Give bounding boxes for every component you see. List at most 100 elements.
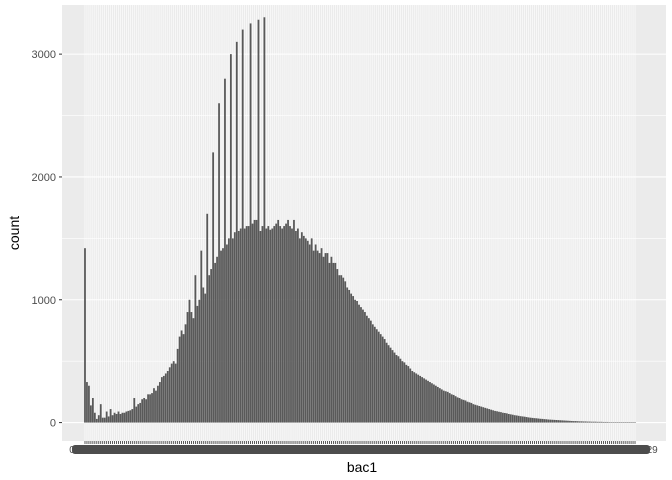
bar xyxy=(379,334,382,423)
bar xyxy=(620,422,623,423)
bar xyxy=(155,390,157,423)
bar xyxy=(448,393,451,423)
bar xyxy=(438,388,441,423)
bar xyxy=(458,398,461,423)
bar xyxy=(517,415,520,423)
bar xyxy=(423,378,425,423)
bar xyxy=(186,312,189,423)
bar xyxy=(127,410,130,423)
bar xyxy=(553,419,556,423)
bar xyxy=(198,299,201,423)
bar xyxy=(602,421,605,423)
bars xyxy=(84,17,636,423)
bar xyxy=(515,415,518,423)
bar xyxy=(429,382,431,423)
bar xyxy=(151,393,153,423)
bar xyxy=(567,420,569,423)
bar xyxy=(356,300,358,423)
bar xyxy=(606,421,609,423)
bar xyxy=(525,417,528,423)
x-tick-label-last: 0.29 xyxy=(638,445,658,456)
bar xyxy=(364,312,366,423)
bar xyxy=(159,382,161,423)
bar xyxy=(129,410,132,423)
bar xyxy=(511,414,514,423)
bar xyxy=(425,379,427,423)
bar xyxy=(446,391,449,423)
bar xyxy=(596,421,599,423)
bar xyxy=(543,419,546,423)
bar xyxy=(519,416,522,423)
bar xyxy=(507,413,510,423)
bar xyxy=(196,305,199,423)
bar xyxy=(513,415,516,423)
bar xyxy=(121,412,124,423)
bar xyxy=(571,420,573,423)
bar xyxy=(632,422,634,423)
bar xyxy=(588,421,591,423)
bar xyxy=(123,412,126,423)
bar xyxy=(184,324,187,423)
bar xyxy=(192,318,195,423)
bar xyxy=(99,404,102,423)
bar xyxy=(312,250,315,423)
bar xyxy=(149,394,151,423)
bar xyxy=(358,304,360,423)
bar xyxy=(433,384,435,423)
bar xyxy=(600,421,603,423)
bar xyxy=(468,402,471,423)
bar xyxy=(348,289,351,423)
bar xyxy=(166,370,169,423)
bar xyxy=(354,299,356,423)
bar xyxy=(295,230,297,423)
bar xyxy=(135,406,138,423)
bar xyxy=(397,356,400,423)
bar xyxy=(492,410,494,423)
bar xyxy=(614,422,617,423)
bar xyxy=(450,394,453,423)
bar xyxy=(496,411,498,423)
bar xyxy=(176,348,179,423)
bar xyxy=(395,355,398,423)
bar xyxy=(531,417,534,423)
bar xyxy=(391,350,394,423)
bar xyxy=(143,398,146,423)
bar xyxy=(436,386,439,423)
bar xyxy=(216,256,218,423)
bar xyxy=(533,418,536,423)
bar xyxy=(488,409,491,423)
bar xyxy=(452,394,455,423)
plot-panel xyxy=(62,5,666,441)
bar xyxy=(427,380,429,423)
bar xyxy=(387,345,390,423)
bar xyxy=(482,407,485,423)
bar xyxy=(521,416,524,423)
bar xyxy=(598,421,601,423)
bar xyxy=(289,226,291,423)
bar xyxy=(322,256,325,423)
bar xyxy=(141,399,144,423)
bar xyxy=(628,422,630,423)
bar xyxy=(336,269,339,423)
bar xyxy=(308,244,311,423)
bar xyxy=(604,421,607,423)
bar xyxy=(393,352,396,423)
bar xyxy=(541,418,544,423)
bar xyxy=(403,362,406,423)
bar xyxy=(229,54,232,423)
bar xyxy=(287,219,289,423)
bar xyxy=(206,213,209,423)
bar xyxy=(210,269,213,423)
bar xyxy=(383,339,386,423)
bar xyxy=(573,421,575,423)
bar xyxy=(233,232,236,423)
bar xyxy=(375,329,378,423)
y-axis: 0 1000 2000 3000 xyxy=(32,49,62,430)
bar xyxy=(111,415,114,423)
bar xyxy=(630,422,632,423)
bar xyxy=(245,226,248,423)
bar xyxy=(523,416,526,423)
x-axis: 0 0.29 xyxy=(69,441,658,456)
y-tick-label: 1000 xyxy=(32,295,56,307)
bar xyxy=(344,281,347,423)
